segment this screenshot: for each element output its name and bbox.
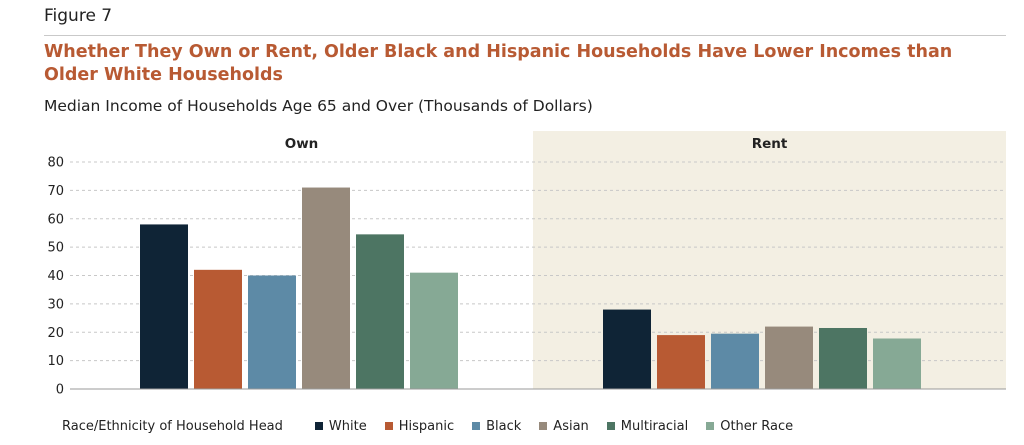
- legend-label-hispanic: Hispanic: [398, 418, 455, 434]
- y-tick-label: 50: [47, 241, 64, 256]
- figure-label: Figure 7: [44, 6, 113, 26]
- y-tick-label: 80: [47, 156, 64, 171]
- y-tick-label: 40: [47, 269, 64, 284]
- bar-rent-white: [603, 309, 651, 389]
- bar-own-black: [248, 275, 296, 389]
- chart-legend: Race/Ethnicity of Household Head White Hi…: [62, 416, 811, 436]
- title-divider: [44, 35, 1006, 36]
- chart-subtitle: Median Income of Households Age 65 and O…: [44, 97, 593, 115]
- bar-rent-other-race: [873, 338, 921, 389]
- legend-swatch-asian: [539, 422, 548, 430]
- legend-label-multiracial: Multiracial: [620, 418, 689, 434]
- y-tick-label: 30: [47, 297, 64, 312]
- legend-swatch-white: [314, 422, 323, 430]
- legend-item-asian: Asian: [539, 418, 589, 434]
- legend-label-asian: Asian: [553, 418, 589, 434]
- legend-item-black: Black: [472, 419, 521, 434]
- y-tick-label: 10: [47, 354, 64, 369]
- legend-label-white: White: [328, 418, 367, 434]
- legend-swatch-black: [472, 422, 481, 430]
- bar-rent-multiracial: [819, 327, 867, 389]
- group-label-rent: Rent: [752, 136, 788, 152]
- bar-rent-black: [711, 333, 759, 389]
- bar-own-other-race: [410, 272, 458, 389]
- bar-rent-hispanic: [657, 335, 705, 389]
- legend-swatch-hispanic: [384, 422, 393, 430]
- y-tick-label: 0: [56, 383, 64, 398]
- legend-item-white: White: [314, 418, 367, 434]
- y-tick-label: 20: [47, 326, 64, 341]
- legend-item-multiracial: Multiracial: [606, 418, 689, 434]
- legend-swatch-other-race: [706, 422, 715, 430]
- bar-own-hispanic: [194, 269, 242, 389]
- legend-swatch-multiracial: [606, 422, 615, 430]
- legend-label-black: Black: [486, 418, 522, 434]
- legend-title: Race/Ethnicity of Household Head: [62, 418, 283, 434]
- bar-chart: 0 10 20 30 40 50 60 70 80 Own Rent: [47, 131, 1006, 398]
- bar-own-asian: [302, 187, 350, 389]
- legend-item-other-race: Other Race: [706, 419, 793, 434]
- legend-item-hispanic: Hispanic: [384, 418, 455, 434]
- bar-own-multiracial: [356, 234, 404, 389]
- y-tick-label: 60: [47, 212, 64, 227]
- chart-title: Whether They Own or Rent, Older Black an…: [44, 42, 953, 85]
- legend-label-other-race: Other Race: [720, 418, 794, 434]
- bar-rent-asian: [765, 326, 813, 389]
- group-label-own: Own: [285, 136, 319, 152]
- y-tick-label: 70: [47, 184, 64, 199]
- bar-own-white: [140, 224, 188, 389]
